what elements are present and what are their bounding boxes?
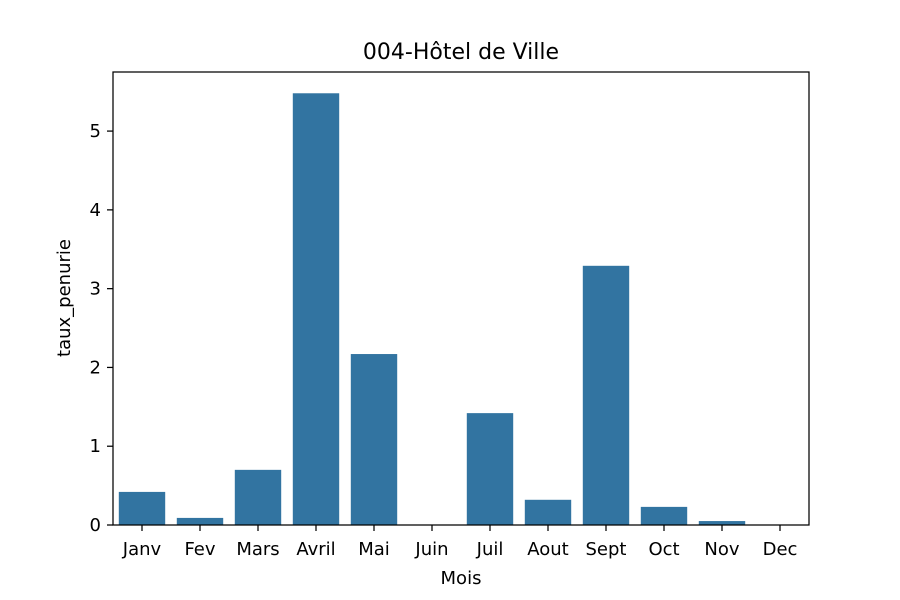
bar-oct [640,506,688,525]
y-axis-label: taux_penurie [54,239,75,357]
x-axis-label: Mois [441,568,482,589]
bar-mars [234,469,282,525]
bar-fev [176,517,224,525]
x-tick-label: Janv [122,539,162,560]
bar-nov [698,521,746,525]
bar-aout [524,499,572,525]
x-tick-label: Mars [236,539,279,560]
y-tick-label: 5 [90,121,101,142]
bar-sept [582,265,630,525]
bar-group [118,93,746,525]
y-tick-label: 0 [90,515,101,536]
bar-avril [292,93,340,525]
bar-janv [118,491,166,525]
bar-mai [350,354,398,525]
y-tick-label: 1 [90,436,101,457]
y-tick-label: 4 [90,200,101,221]
bar-juil [466,413,514,525]
plot-frame [112,71,810,526]
chart-title: 004-Hôtel de Ville [363,40,559,65]
x-tick-label: Dec [763,539,798,560]
x-axis-ticks: Janv Fev Mars Avril Mai Juin Juil Aout Sept Oct No… [122,525,798,560]
y-axis-ticks: 0 1 2 3 4 5 [90,121,113,536]
x-tick-label: Nov [704,539,739,560]
x-tick-label: Juin [414,539,448,560]
y-tick-label: 2 [90,357,101,378]
x-tick-label: Aout [527,539,568,560]
x-tick-label: Oct [648,539,679,560]
x-tick-label: Sept [586,539,627,560]
x-tick-label: Juil [476,539,504,560]
y-tick-label: 3 [90,279,101,300]
x-tick-label: Mai [358,539,390,560]
x-tick-label: Avril [296,539,335,560]
x-tick-label: Fev [184,539,215,560]
